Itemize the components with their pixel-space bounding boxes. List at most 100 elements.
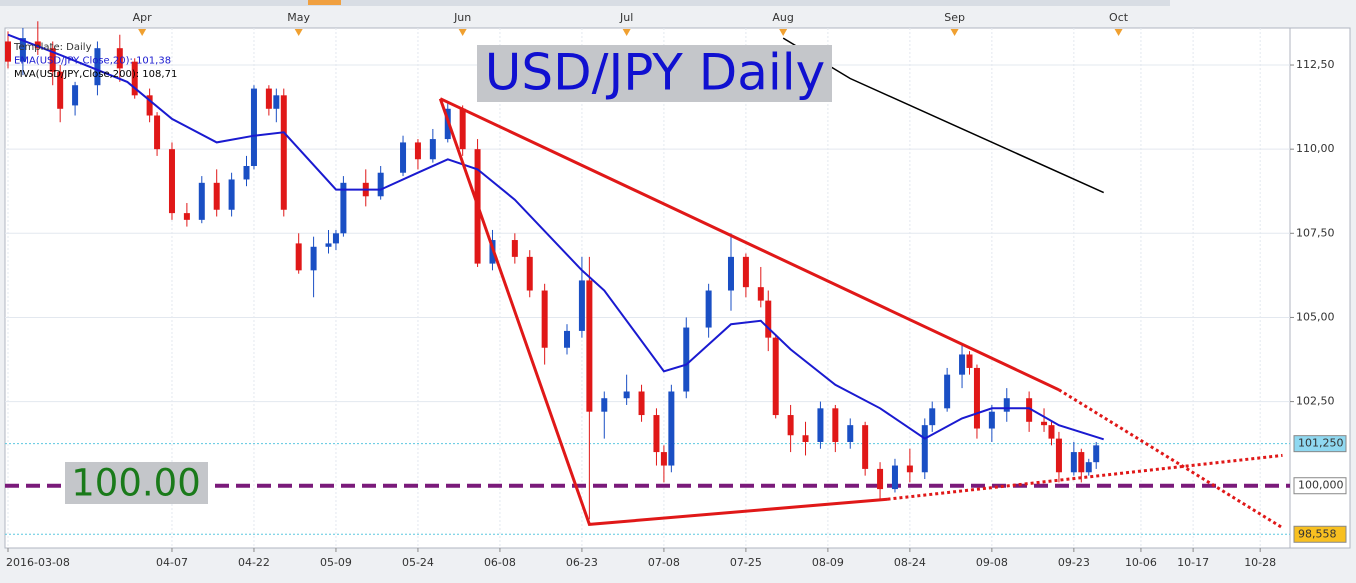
- month-label: Sep: [944, 11, 965, 24]
- candle-body: [310, 246, 317, 271]
- candle-body: [1085, 462, 1092, 473]
- candle-body: [1093, 445, 1100, 463]
- candle-body: [802, 435, 809, 442]
- month-marker: [138, 29, 147, 36]
- candle-body: [131, 61, 138, 96]
- candle-body: [34, 41, 41, 49]
- x-tick-label: 09-23: [1058, 556, 1090, 569]
- candle-body: [742, 256, 749, 288]
- month-marker: [1114, 29, 1123, 36]
- candle-body: [578, 280, 585, 331]
- candle-body: [49, 48, 56, 72]
- candle-body: [5, 41, 11, 62]
- candle-body: [332, 233, 339, 244]
- x-tick-label: 05-24: [402, 556, 434, 569]
- candle-body: [377, 172, 384, 197]
- candle-body: [1003, 398, 1010, 412]
- y-axis-panel: [1289, 27, 1351, 549]
- candle-body: [653, 415, 660, 453]
- candle-body: [1055, 438, 1062, 473]
- candle-body: [623, 391, 630, 399]
- candle-body: [1048, 425, 1055, 439]
- price-tag: [1293, 435, 1347, 453]
- x-tick-label: 07-08: [648, 556, 680, 569]
- candle-body: [705, 290, 712, 328]
- candle-body: [400, 142, 407, 173]
- candle-body: [526, 256, 533, 291]
- month-label: Jul: [619, 11, 633, 24]
- moving-average: [7, 33, 1105, 441]
- candle-body: [906, 465, 913, 473]
- candle-body: [944, 374, 951, 409]
- candle-body: [243, 165, 250, 180]
- x-tick-label: 04-07: [156, 556, 188, 569]
- x-tick-label: 06-23: [566, 556, 598, 569]
- top-strip: [0, 0, 1170, 6]
- candle-body: [414, 142, 421, 160]
- candle-body: [683, 327, 690, 392]
- x-tick-label: 09-08: [976, 556, 1008, 569]
- candle-body: [541, 290, 548, 348]
- legend-entry: MVA(USD/JPY,Close,200): 108,71: [14, 69, 177, 80]
- candle-body: [727, 256, 734, 291]
- legend-entry: EMA(USD/JPY,Close,20): 101,38: [14, 56, 171, 67]
- y-tick-label: 105,00: [1296, 310, 1335, 323]
- candle-body: [921, 425, 928, 473]
- x-tick-label: 08-24: [894, 556, 926, 569]
- chart-title: USD/JPY Daily: [485, 44, 825, 102]
- month-label: May: [287, 11, 310, 24]
- candle-body: [459, 108, 466, 150]
- candle-body: [1041, 421, 1048, 426]
- candle-body: [280, 95, 287, 210]
- x-tick-label: 06-08: [484, 556, 516, 569]
- candle-body: [1026, 398, 1033, 422]
- candle-body: [586, 280, 593, 412]
- candle-body: [973, 367, 980, 429]
- candle-body: [988, 411, 995, 429]
- month-label: Oct: [1109, 11, 1129, 24]
- candle-body: [1070, 452, 1077, 473]
- trendline: [438, 98, 888, 526]
- candle-body: [832, 408, 839, 442]
- month-marker: [622, 29, 631, 36]
- price-tag-label: 101,250: [1298, 437, 1344, 450]
- candle-body: [198, 182, 205, 220]
- price-tag: [1293, 525, 1347, 543]
- candle-body: [817, 408, 824, 442]
- y-tick-label: 110,00: [1296, 142, 1335, 155]
- candle-body: [660, 452, 667, 466]
- price-tag-label: 98,558: [1298, 527, 1337, 540]
- x-tick-label: 04-22: [238, 556, 270, 569]
- candle-body: [265, 88, 272, 109]
- candle-body: [146, 95, 153, 116]
- candle-body: [168, 149, 175, 214]
- month-marker: [294, 29, 303, 36]
- y-tick-label: 112,50: [1296, 58, 1335, 71]
- candle-body: [1078, 452, 1085, 473]
- x-tick-label: 10-28: [1244, 556, 1276, 569]
- candle-body: [772, 337, 779, 416]
- range-handle[interactable]: [308, 0, 341, 5]
- candle-body: [429, 139, 436, 160]
- candle-body: [765, 300, 772, 338]
- x-tick-label: 07-25: [730, 556, 762, 569]
- month-marker: [458, 29, 467, 36]
- candle-body: [250, 88, 257, 166]
- candle-body: [891, 465, 898, 490]
- candle-body: [847, 425, 854, 442]
- candle-body: [787, 415, 794, 436]
- candle-body: [94, 48, 101, 86]
- y-tick-label: 102,50: [1296, 395, 1335, 408]
- candle-body: [757, 287, 764, 301]
- candle-body: [57, 71, 64, 109]
- candle-body: [19, 38, 26, 62]
- month-label: Aug: [772, 11, 793, 24]
- y-tick-label: 107,50: [1296, 226, 1335, 239]
- candle-body: [213, 182, 220, 210]
- x-tick-label: 08-09: [812, 556, 844, 569]
- candle-body: [511, 240, 518, 257]
- price-tag-label: 100,000: [1298, 479, 1344, 492]
- candle-body: [295, 243, 302, 271]
